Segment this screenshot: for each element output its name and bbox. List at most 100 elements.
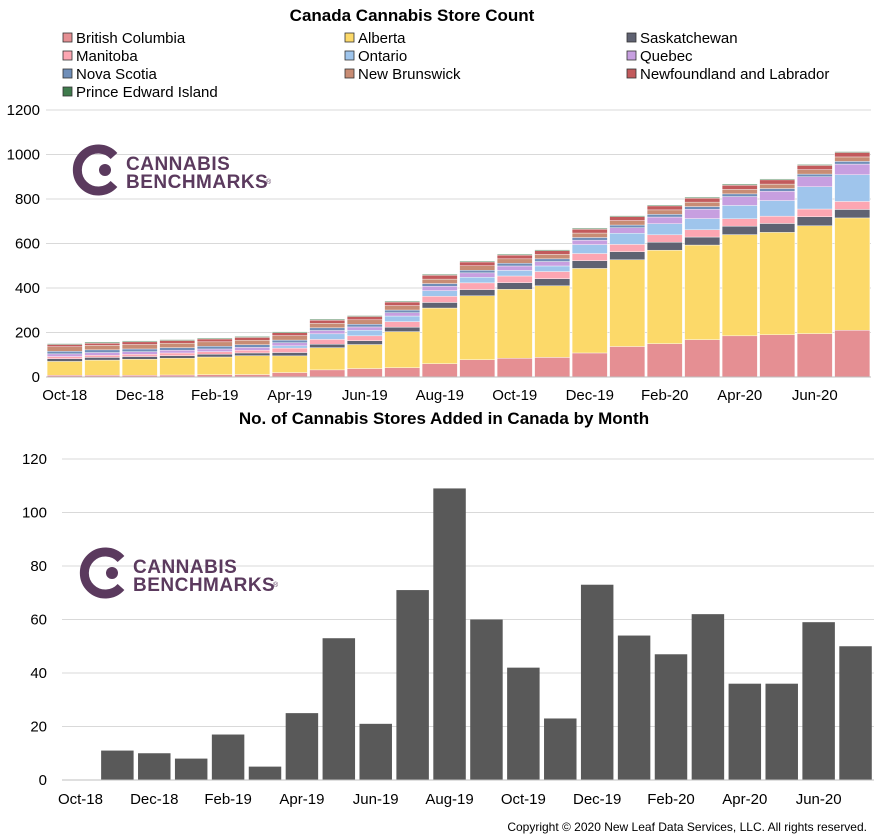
chart2-x-tick-label: Jun-19 — [353, 791, 399, 808]
bar-segment-new-brunswick — [721, 189, 758, 195]
legend-label: Manitoba — [76, 48, 138, 65]
bar-segment-ontario — [834, 174, 871, 202]
bar-segment-alberta — [309, 347, 346, 371]
bar-segment-quebec — [84, 352, 121, 356]
bar-segment-saskatchewan — [759, 223, 796, 233]
chart1-y-tick-label: 400 — [15, 280, 40, 297]
bar-segment-saskatchewan — [384, 326, 421, 332]
bar-segment-newfoundland-and-labrador — [459, 261, 496, 266]
bar-segment-newfoundland-and-labrador — [309, 320, 346, 324]
bar-segment-ontario — [496, 270, 533, 277]
bar-segment-saskatchewan — [346, 340, 383, 345]
bar-segment-alberta — [684, 244, 721, 340]
bar-segment-saskatchewan — [421, 302, 458, 309]
bar-segment-prince-edward-island — [496, 253, 533, 256]
bar-segment-newfoundland-and-labrador — [46, 344, 83, 347]
bar-segment-new-brunswick — [121, 344, 158, 350]
bar-segment-saskatchewan — [834, 209, 871, 219]
bar-stores-added — [285, 713, 319, 780]
bar-segment-new-brunswick — [759, 183, 796, 189]
legend-swatch — [626, 50, 637, 61]
chart1-legend: British Columbia Alberta Saskatchewan Manit… — [62, 30, 829, 101]
bar-segment-prince-edward-island — [234, 336, 271, 338]
bar-segment-alberta — [346, 344, 383, 369]
bar-segment-nova-scotia — [534, 258, 571, 262]
bar-segment-manitoba — [684, 229, 721, 238]
legend-label: New Brunswick — [358, 66, 461, 83]
bar-segment-manitoba — [309, 339, 346, 345]
bar-segment-nova-scotia — [159, 347, 196, 351]
legend-label: Alberta — [358, 30, 406, 47]
chart2-title: No. of Cannabis Stores Added in Canada b… — [239, 409, 649, 428]
bar-segment-saskatchewan — [46, 358, 83, 362]
bar-segment-british-columbia — [534, 357, 571, 378]
logo-text-line1: CANNABIS — [133, 557, 237, 578]
chart1-x-tick-label: Oct-19 — [492, 387, 537, 404]
bar-segment-manitoba — [121, 354, 158, 357]
bar-segment-alberta — [121, 359, 158, 376]
bar-segment-newfoundland-and-labrador — [346, 316, 383, 321]
logo-registered-mark: ® — [273, 581, 279, 589]
bar-segment-british-columbia — [271, 372, 308, 378]
bar-segment-british-columbia — [684, 339, 721, 378]
bar-stores-added — [211, 734, 245, 780]
bar-segment-prince-edward-island — [309, 319, 346, 321]
bar-segment-alberta — [46, 361, 83, 376]
bar-segment-saskatchewan — [234, 352, 271, 356]
legend-swatch — [344, 68, 355, 79]
legend-label: Nova Scotia — [76, 66, 158, 83]
bar-segment-alberta — [646, 249, 683, 344]
bar-segment-saskatchewan — [646, 241, 683, 251]
bar-segment-ontario — [571, 244, 608, 254]
bar-segment-ontario — [721, 205, 758, 220]
bar-segment-quebec — [609, 227, 646, 234]
chart2-y-tick-label: 20 — [30, 719, 47, 736]
bar-segment-newfoundland-and-labrador — [834, 152, 871, 158]
bar-segment-newfoundland-and-labrador — [684, 197, 721, 203]
bar-segment-prince-edward-island — [721, 184, 758, 186]
bar-segment-nova-scotia — [234, 344, 271, 348]
bar-segment-saskatchewan — [609, 251, 646, 260]
bar-segment-british-columbia — [309, 369, 346, 378]
bar-stores-added — [802, 622, 835, 780]
bar-stores-added — [654, 654, 688, 780]
chart1-x-tick-label: Jun-20 — [792, 387, 838, 404]
bar-segment-saskatchewan — [196, 354, 233, 358]
bar-segment-saskatchewan — [684, 236, 721, 246]
logo-registered-mark: ® — [266, 178, 272, 186]
bar-segment-alberta — [234, 355, 271, 375]
bar-segment-nova-scotia — [271, 339, 308, 343]
bar-segment-british-columbia — [384, 367, 421, 378]
chart2-axes: Oct-18 Dec-18 Feb-19 Apr-19 Jun-19 Aug-19 Oct-… — [58, 779, 874, 808]
chart1-y-tick-label: 200 — [15, 325, 40, 342]
chart1-y-tick-label: 0 — [32, 369, 40, 386]
bar-segment-alberta — [196, 356, 233, 375]
bar-segment-alberta — [159, 358, 196, 376]
chart2-x-tick-label: Feb-20 — [647, 791, 695, 808]
bar-segment-nova-scotia — [496, 263, 533, 267]
bar-segment-manitoba — [196, 351, 233, 355]
logo-text-line2: BENCHMARKS — [126, 172, 268, 193]
bar-segment-nova-scotia — [346, 324, 383, 328]
chart1-x-tick-label: Apr-20 — [717, 387, 762, 404]
bar-segment-nova-scotia — [684, 206, 721, 210]
bar-segment-british-columbia — [796, 333, 833, 378]
legend-swatch — [62, 50, 73, 61]
chart2-y-tick-label: 40 — [30, 665, 47, 682]
bar-stores-added — [617, 635, 651, 780]
bar-segment-nova-scotia — [721, 193, 758, 197]
bar-segment-new-brunswick — [609, 220, 646, 226]
chart1-title: Canada Cannabis Store Count — [290, 6, 535, 25]
chart2-x-tick-label: Dec-19 — [573, 791, 621, 808]
chart1-x-tick-label: Aug-19 — [416, 387, 464, 404]
legend-label: Prince Edward Island — [76, 84, 218, 101]
bar-segment-new-brunswick — [234, 340, 271, 345]
bar-segment-newfoundland-and-labrador — [121, 341, 158, 345]
bar-segment-newfoundland-and-labrador — [646, 205, 683, 211]
bar-segment-nova-scotia — [796, 173, 833, 177]
bar-segment-prince-edward-island — [46, 343, 83, 345]
bar-segment-alberta — [384, 331, 421, 368]
logo-ring-icon — [79, 547, 125, 599]
